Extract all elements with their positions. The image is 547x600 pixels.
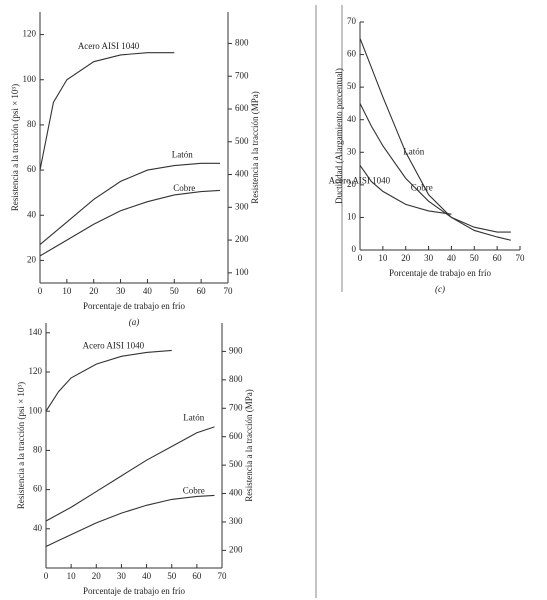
x-tick-label: 20 — [401, 253, 411, 263]
series-line — [359, 103, 511, 233]
y-tick-label: 80 — [27, 119, 37, 129]
y-tick-label: 120 — [29, 366, 43, 376]
series-line — [45, 426, 215, 522]
x-tick-label: 60 — [192, 571, 202, 581]
y2-tick-label: 600 — [235, 103, 249, 113]
x-tick-label: 50 — [470, 253, 480, 263]
y2-tick-label: 900 — [229, 345, 243, 355]
x-tick-label: 0 — [38, 286, 43, 296]
x-tick-label: 0 — [358, 253, 363, 263]
series-label: Cobre — [183, 485, 205, 495]
caption: (c) — [435, 284, 445, 294]
series-label: Acero AISI 1040 — [78, 41, 140, 51]
y2-tick-label: 200 — [235, 234, 249, 244]
x-tick-label: 40 — [447, 253, 457, 263]
x-tick-label: 40 — [142, 571, 152, 581]
y-axis-label: Resistencia a la tracción (psi × 10³) — [16, 382, 26, 509]
y-tick-label: 120 — [23, 29, 37, 39]
y2-tick-label: 700 — [229, 402, 243, 412]
x-tick-label: 40 — [143, 286, 153, 296]
x-axis-label: Porcentaje de trabajo en frío — [83, 586, 185, 596]
x-tick-label: 10 — [67, 571, 77, 581]
x-tick-label: 30 — [117, 571, 127, 581]
x-tick-label: 70 — [218, 571, 228, 581]
y2-axis-label: Resistencia a la tracción (MPa) — [250, 91, 260, 203]
y-tick-label: 40 — [27, 209, 37, 219]
y-tick-label: 40 — [33, 523, 43, 533]
series-line — [359, 164, 452, 215]
x-axis-label: Porcentaje de trabajo en frío — [83, 301, 185, 311]
x-tick-label: 70 — [516, 253, 526, 263]
y2-tick-label: 300 — [235, 201, 249, 211]
y-tick-label: 60 — [33, 484, 43, 494]
y-tick-label: 80 — [33, 444, 43, 454]
series-label: Latón — [172, 150, 193, 160]
x-tick-label: 20 — [89, 286, 99, 296]
series-label: Cobre — [411, 182, 433, 192]
x-tick-label: 30 — [424, 253, 434, 263]
y2-axis-label: Resistencia a la tracción (MPa) — [244, 389, 254, 501]
y2-tick-label: 400 — [229, 488, 243, 498]
series-label: Latón — [403, 146, 424, 156]
y2-tick-label: 400 — [235, 169, 249, 179]
y-axis-label: Resistencia a la tracción (psi × 10³) — [10, 84, 20, 211]
x-tick-label: 50 — [167, 571, 177, 581]
series-label: Acero AISI 1040 — [83, 340, 145, 350]
series-line — [39, 189, 220, 257]
y2-tick-label: 100 — [235, 267, 249, 277]
y-tick-label: 100 — [29, 405, 43, 415]
series-line — [45, 349, 172, 412]
x-tick-label: 60 — [197, 286, 207, 296]
x-tick-label: 20 — [92, 571, 102, 581]
y-tick-label: 60 — [27, 164, 37, 174]
y-tick-label: 40 — [347, 114, 357, 124]
series-label: Acero AISI 1040 — [329, 176, 391, 186]
y-tick-label: 140 — [29, 327, 43, 337]
y-tick-label: 0 — [352, 244, 357, 254]
series-line — [39, 162, 220, 246]
y2-tick-label: 200 — [229, 544, 243, 554]
y-tick-label: 60 — [347, 49, 357, 59]
x-axis-label: Porcentaje de trabajo en frío — [389, 268, 491, 278]
x-tick-label: 50 — [170, 286, 180, 296]
y2-tick-label: 500 — [229, 459, 243, 469]
y2-tick-label: 700 — [235, 70, 249, 80]
y-axis-label: Ductilidad (Alargamiento porcentual) — [334, 68, 344, 204]
series-line — [359, 38, 511, 241]
x-tick-label: 60 — [493, 253, 503, 263]
series-label: Cobre — [173, 183, 195, 193]
series-line — [45, 494, 215, 547]
y-tick-label: 20 — [347, 179, 357, 189]
x-tick-label: 10 — [62, 286, 72, 296]
y2-tick-label: 500 — [235, 136, 249, 146]
y-tick-label: 30 — [347, 146, 357, 156]
y2-tick-label: 800 — [229, 374, 243, 384]
y-tick-label: 50 — [347, 81, 357, 91]
x-tick-label: 0 — [44, 571, 49, 581]
y2-tick-label: 600 — [229, 431, 243, 441]
x-tick-label: 70 — [224, 286, 234, 296]
caption: (a) — [129, 317, 140, 327]
y-tick-label: 70 — [347, 16, 357, 26]
series-label: Latón — [183, 413, 204, 423]
y-tick-label: 100 — [23, 74, 37, 84]
y2-tick-label: 300 — [229, 516, 243, 526]
y-tick-label: 10 — [347, 211, 357, 221]
y-tick-label: 20 — [27, 254, 37, 264]
y2-tick-label: 800 — [235, 38, 249, 48]
x-tick-label: 30 — [116, 286, 126, 296]
series-line — [39, 52, 175, 171]
x-tick-label: 10 — [378, 253, 388, 263]
